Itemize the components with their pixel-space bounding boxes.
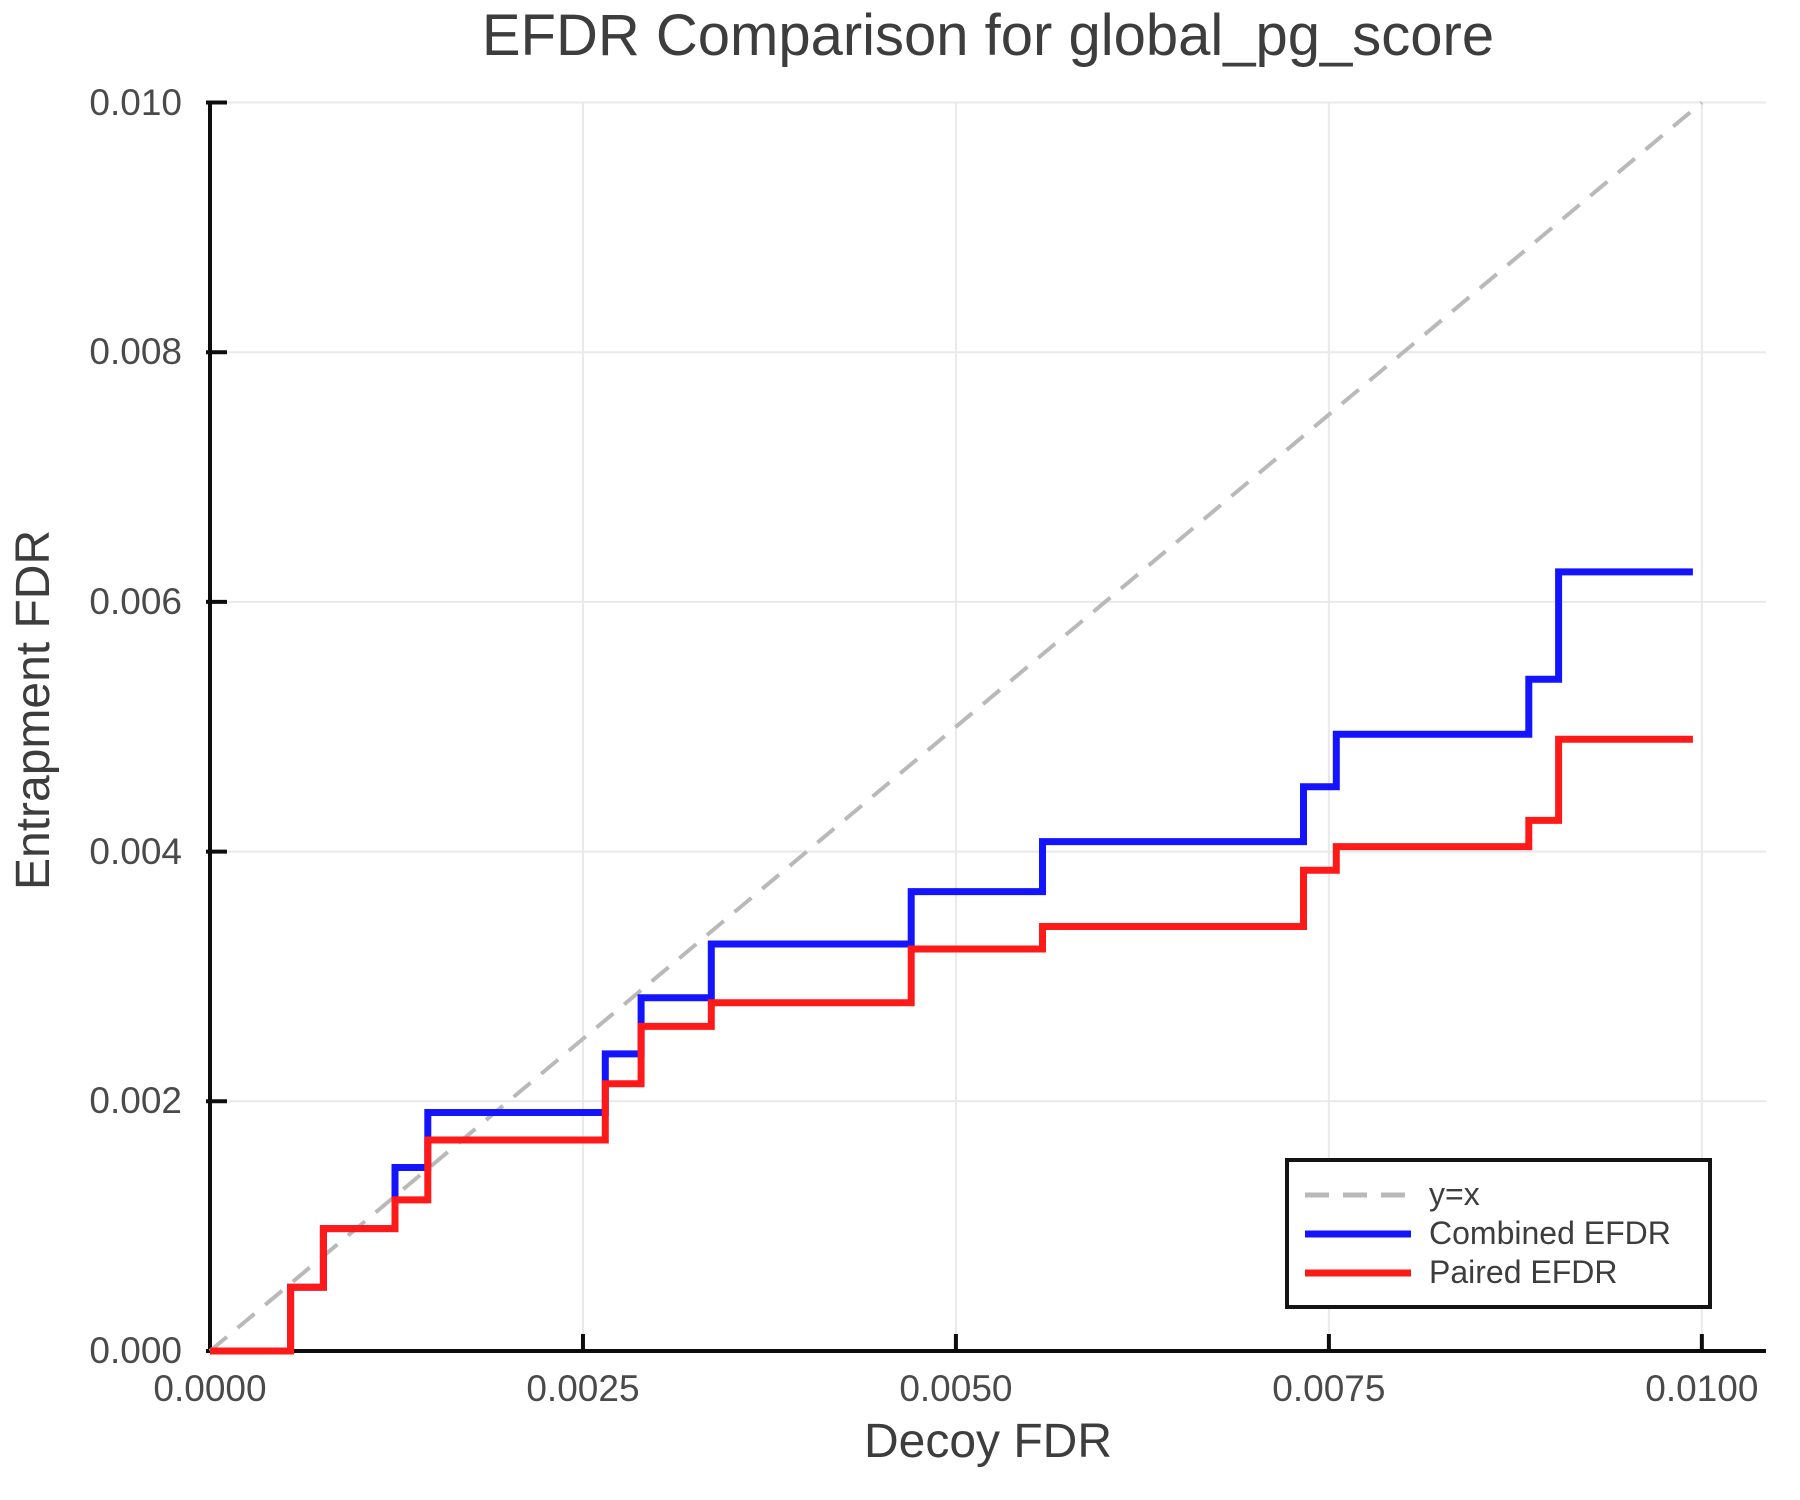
legend-label-combined-efdr: Combined EFDR: [1429, 1215, 1671, 1251]
chart-title: EFDR Comparison for global_pg_score: [481, 3, 1495, 68]
x-tick-label: 0.0025: [526, 1368, 640, 1409]
x-axis-title: Decoy FDR: [863, 1415, 1113, 1468]
y-tick-label: 0.004: [89, 830, 182, 872]
x-tick-label: 0.0100: [1645, 1368, 1759, 1409]
legend: y=x Combined EFDR Paired EFDR: [1285, 1158, 1712, 1309]
legend-paired-line-sample: [1305, 1269, 1411, 1276]
series-paired-efdr: [210, 735, 1693, 1355]
y-tick-label: 0.010: [89, 81, 182, 123]
y-tick-label: 0.008: [89, 331, 182, 373]
x-tick-label: 0.0000: [153, 1368, 267, 1409]
legend-combined-line-sample: [1305, 1230, 1411, 1237]
legend-label-paired-efdr: Paired EFDR: [1429, 1254, 1618, 1290]
x-tick-label: 0.0050: [899, 1368, 1013, 1409]
y-tick-label: 0.000: [89, 1330, 182, 1371]
y-tick-label: 0.002: [89, 1080, 182, 1122]
y-tick-label: 0.006: [89, 580, 182, 622]
legend-label-identity: y=x: [1429, 1176, 1480, 1212]
x-tick-label: 0.0075: [1272, 1368, 1386, 1409]
legend-item-paired-efdr: Paired EFDR: [1303, 1254, 1708, 1291]
legend-item-identity: y=x: [1303, 1176, 1708, 1213]
legend-item-combined-efdr: Combined EFDR: [1303, 1215, 1708, 1252]
legend-dashed-line-sample: [1305, 1192, 1411, 1197]
